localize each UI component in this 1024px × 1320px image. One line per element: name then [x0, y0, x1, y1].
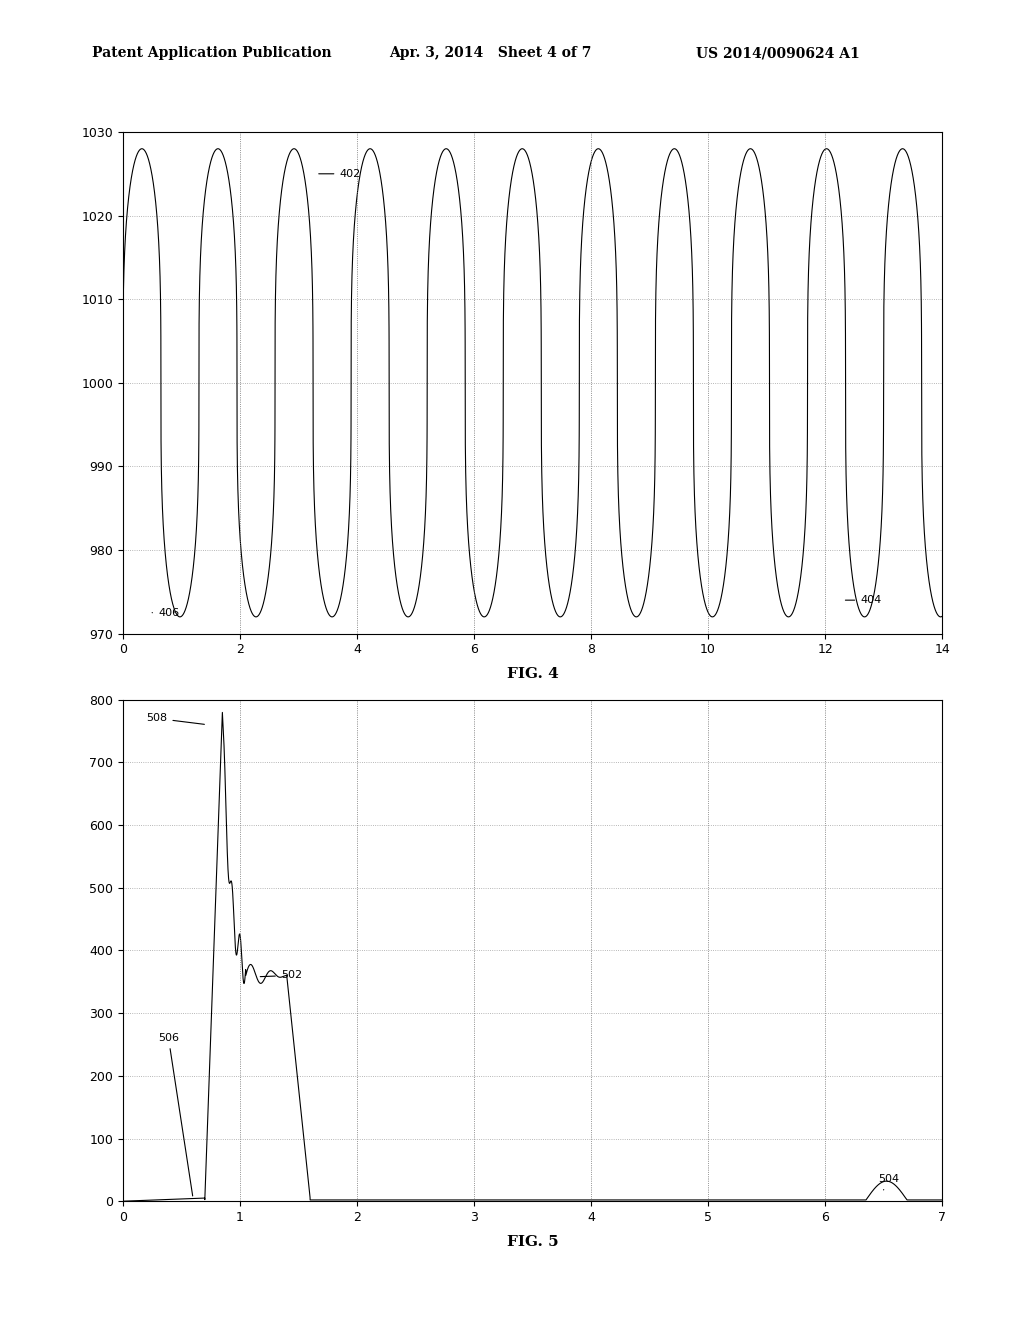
Text: 502: 502: [260, 970, 302, 981]
Text: Patent Application Publication: Patent Application Publication: [92, 46, 332, 61]
X-axis label: FIG. 5: FIG. 5: [507, 1236, 558, 1249]
Text: US 2014/0090624 A1: US 2014/0090624 A1: [696, 46, 860, 61]
Text: 404: 404: [846, 595, 882, 605]
X-axis label: FIG. 4: FIG. 4: [507, 668, 558, 681]
Text: 506: 506: [158, 1034, 193, 1196]
Text: 508: 508: [146, 713, 205, 725]
Text: 504: 504: [878, 1175, 899, 1189]
Text: Apr. 3, 2014   Sheet 4 of 7: Apr. 3, 2014 Sheet 4 of 7: [389, 46, 592, 61]
Text: 406: 406: [153, 607, 179, 618]
Text: 402: 402: [318, 169, 360, 178]
